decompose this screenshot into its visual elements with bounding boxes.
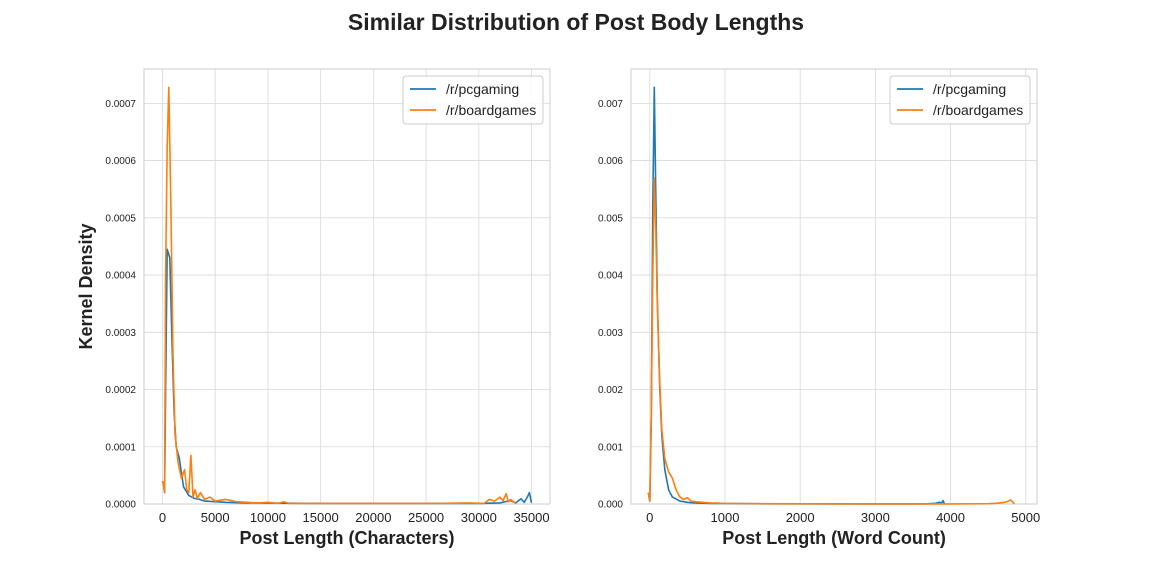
y-tick-label: 0.004 bbox=[598, 271, 623, 282]
series-line bbox=[161, 248, 533, 505]
legend-frame bbox=[402, 75, 544, 125]
x-axis-label: Post Length (Characters) bbox=[239, 528, 454, 548]
x-tick-label: 1000 bbox=[711, 510, 740, 525]
legend-frame bbox=[889, 75, 1031, 125]
series-line bbox=[647, 86, 946, 505]
y-tick-label: 0.0006 bbox=[105, 156, 136, 167]
chart-panel-characters: 0 5000 10000 15000 20000 25000 30000 35000 0.000… bbox=[76, 68, 551, 548]
y-tick-label: 0.003 bbox=[598, 328, 623, 339]
legend: /r/pcgaming/r/boardgames bbox=[402, 75, 544, 125]
legend-label: /r/boardgames bbox=[933, 102, 1023, 118]
y-tick-label: 0.001 bbox=[598, 442, 623, 453]
x-tick-label: 3000 bbox=[861, 510, 890, 525]
x-tick-label: 20000 bbox=[355, 510, 391, 525]
legend: /r/pcgaming/r/boardgames bbox=[889, 75, 1031, 125]
x-tick-label: 25000 bbox=[408, 510, 444, 525]
y-tick-label: 0.002 bbox=[598, 385, 623, 396]
plot-frame bbox=[143, 68, 551, 505]
x-tick-label: 10000 bbox=[250, 510, 286, 525]
plot-frame bbox=[630, 68, 1038, 505]
x-tick-label: 35000 bbox=[513, 510, 549, 525]
y-tick-label: 0.0005 bbox=[105, 213, 136, 224]
y-tick-label: 0.0007 bbox=[105, 99, 136, 110]
y-tick-label: 0.007 bbox=[598, 99, 623, 110]
x-tick-label: 4000 bbox=[936, 510, 965, 525]
x-tick-label: 0 bbox=[159, 510, 166, 525]
y-tick-label: 0.006 bbox=[598, 156, 623, 167]
x-tick-label: 0 bbox=[646, 510, 653, 525]
legend-label: /r/boardgames bbox=[446, 102, 536, 118]
x-tick-label: 2000 bbox=[786, 510, 815, 525]
y-tick-label: 0.000 bbox=[598, 500, 623, 511]
y-tick-label: 0.0003 bbox=[105, 328, 136, 339]
chart-panel-word-count: 0 1000 2000 3000 4000 5000 0.000 0.001 0.002 0.00… bbox=[598, 68, 1040, 548]
series-line bbox=[161, 86, 517, 505]
y-axis-label: Kernel Density bbox=[76, 223, 96, 349]
legend-label: /r/pcgaming bbox=[446, 81, 519, 97]
series-line bbox=[647, 177, 1015, 505]
y-tick-label: 0.0001 bbox=[105, 442, 136, 453]
x-tick-label: 5000 bbox=[201, 510, 230, 525]
x-tick-label: 5000 bbox=[1011, 510, 1040, 525]
y-tick-label: 0.005 bbox=[598, 213, 623, 224]
legend-label: /r/pcgaming bbox=[933, 81, 1006, 97]
x-tick-label: 30000 bbox=[461, 510, 497, 525]
y-tick-label: 0.0004 bbox=[105, 271, 136, 282]
y-tick-label: 0.0000 bbox=[105, 500, 136, 511]
y-tick-label: 0.0002 bbox=[105, 385, 136, 396]
figure-title: Similar Distribution of Post Body Length… bbox=[348, 9, 804, 35]
x-axis-label: Post Length (Word Count) bbox=[722, 528, 946, 548]
x-tick-label: 15000 bbox=[303, 510, 339, 525]
